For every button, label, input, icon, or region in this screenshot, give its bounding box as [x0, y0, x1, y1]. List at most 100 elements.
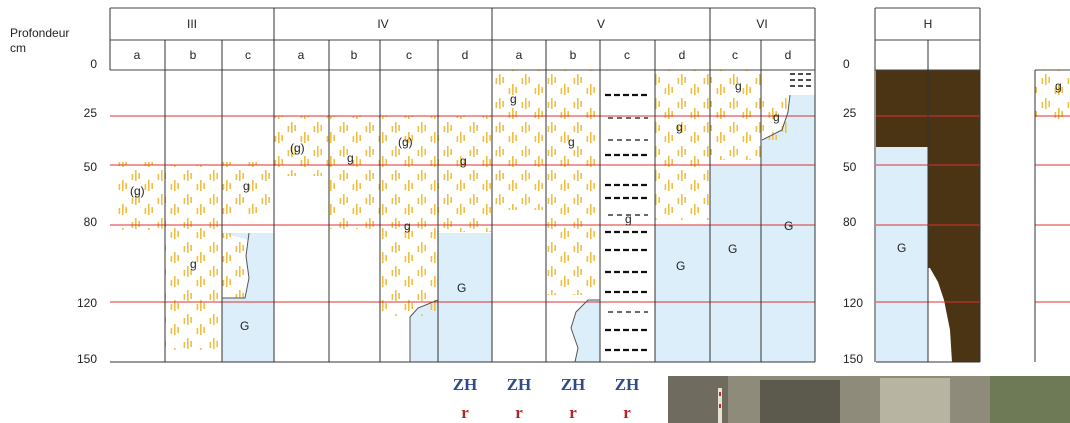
horizon-label: G: [240, 319, 249, 333]
depth-tick: 50: [84, 160, 98, 174]
mottle-area: [222, 162, 274, 214]
column-header: d: [679, 48, 686, 62]
mottle-area: [710, 70, 761, 160]
gley-area: [571, 300, 600, 362]
column-header: c: [732, 48, 738, 62]
horizon-label: g: [625, 212, 632, 226]
horizon-label: G: [897, 241, 906, 255]
mottle-area: [118, 162, 165, 230]
depth-tick: 25: [843, 106, 857, 120]
group-header: IV: [377, 17, 388, 31]
group-header: V: [597, 17, 605, 31]
r-label: r: [623, 403, 631, 422]
axis-title: Profondeur: [10, 26, 69, 40]
depth-tick: 150: [843, 352, 863, 366]
hatch-column: [605, 93, 650, 352]
horizon-label: g: [568, 135, 575, 149]
zh-label: ZH: [453, 375, 478, 394]
group-header: VI: [756, 17, 767, 31]
group-headers: III IV V VI H: [187, 17, 932, 31]
horizon-label: G: [728, 242, 737, 256]
depth-tick: 120: [77, 296, 97, 310]
mottle-area: [222, 233, 246, 298]
horizon-label: g: [510, 92, 517, 106]
peat-area: [876, 70, 928, 147]
r-label: r: [461, 403, 469, 422]
gley-boundaries: [222, 94, 791, 363]
column-header: c: [624, 48, 630, 62]
depth-tick: 0: [843, 57, 850, 71]
horizon-label: g: [676, 120, 683, 134]
horizon-label: (g): [130, 184, 145, 198]
depth-tick: 150: [77, 352, 97, 366]
column-header: b: [190, 48, 197, 62]
gley-area: [761, 95, 815, 362]
gley-area: [222, 233, 274, 362]
gley-area: [655, 225, 710, 362]
mottle-area: [492, 70, 546, 210]
mottle-fills: [118, 70, 1070, 350]
hatch-column-light: [608, 117, 648, 313]
r-label: r: [515, 403, 523, 422]
horizon-label: G: [676, 259, 685, 273]
depth-tick: 80: [84, 215, 98, 229]
horizon-label: G: [457, 281, 466, 295]
gley-area: [876, 147, 928, 362]
header-grid: [110, 7, 1070, 71]
h-depth-ticks: 0 25 50 80 120 150: [843, 57, 863, 366]
column-header: c: [406, 48, 412, 62]
mottle-area: [761, 95, 787, 140]
peat-area: [928, 70, 980, 362]
zh-label: ZH: [507, 375, 532, 394]
group-header: III: [187, 17, 197, 31]
column-header: b: [351, 48, 358, 62]
column-header: a: [298, 48, 305, 62]
gley-area: [710, 165, 761, 362]
horizon-labels: (g) g g G (g) g (g) g g G g g g g G g G …: [130, 79, 1062, 333]
mottle-area: [274, 116, 329, 176]
horizon-label: g: [773, 110, 780, 124]
horizon-label: g: [243, 179, 250, 193]
gley-area: [410, 233, 492, 362]
column-header: c: [245, 48, 251, 62]
depth-tick: 120: [843, 296, 863, 310]
depth-tick: 25: [84, 106, 98, 120]
mottle-area: [438, 116, 492, 232]
mottle-area: [165, 165, 222, 350]
mottle-area: [655, 70, 710, 220]
depth-tick: 80: [843, 215, 857, 229]
horizon-label: g: [190, 257, 197, 271]
depth-tick: 0: [90, 57, 97, 71]
column-header: b: [570, 48, 577, 62]
horizon-label: g: [460, 154, 467, 168]
gley-fills: [222, 95, 928, 362]
peat-fills: [876, 70, 980, 362]
photo-thumbnail: [668, 376, 1070, 423]
horizon-label: G: [784, 219, 793, 233]
mottle-area: [1035, 70, 1070, 120]
depth-tick: 50: [843, 160, 857, 174]
r-label: r: [569, 403, 577, 422]
column-dividers: [109, 8, 1036, 362]
horizon-label: g: [1055, 79, 1062, 93]
column-header: d: [785, 48, 792, 62]
horizon-label: g: [347, 151, 354, 165]
mottle-area: [329, 116, 380, 229]
horizon-label: g: [735, 79, 742, 93]
depth-ticks: 0 25 50 80 120 150: [77, 57, 97, 366]
zh-label: ZH: [615, 375, 640, 394]
hatch-column-top-right: [790, 73, 812, 87]
zh-label: ZH: [561, 375, 586, 394]
horizon-label: (g): [290, 141, 305, 155]
column-header: a: [134, 48, 141, 62]
mottle-area: [546, 70, 600, 295]
horizon-label: (g): [398, 135, 413, 149]
horizon-label: g: [404, 219, 411, 233]
group-header-h: H: [924, 17, 933, 31]
r-labels: r r r r: [461, 403, 631, 422]
mottle-area: [380, 116, 438, 316]
column-header: d: [462, 48, 469, 62]
axis-unit: cm: [10, 41, 26, 55]
zh-labels: ZH ZH ZH ZH: [453, 375, 640, 394]
